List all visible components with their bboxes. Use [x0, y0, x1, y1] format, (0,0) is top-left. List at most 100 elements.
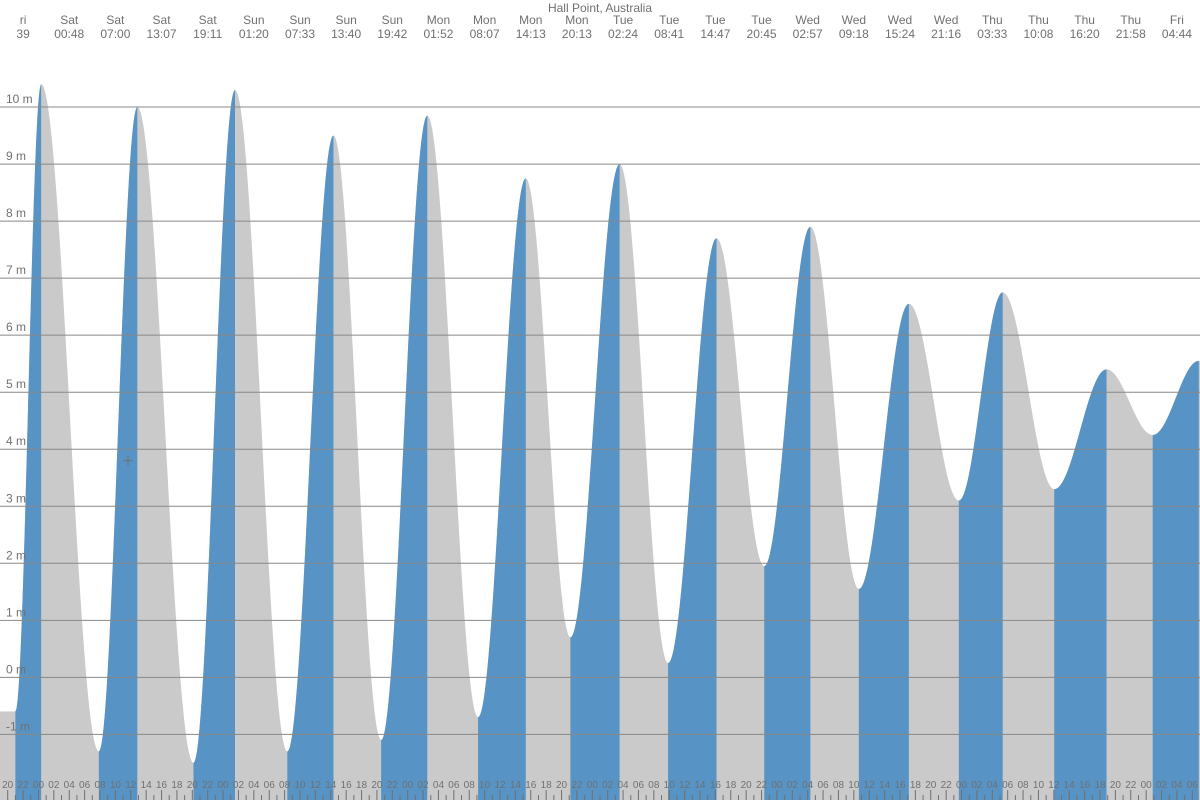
x-axis-hour: 20: [556, 780, 568, 791]
y-axis-label: 6 m: [6, 320, 26, 334]
chart-title: Hall Point, Australia: [548, 1, 652, 15]
top-label-day: Fri: [1170, 13, 1184, 27]
y-axis-label: 5 m: [6, 377, 26, 391]
x-axis-hour: 20: [741, 780, 753, 791]
y-axis-label: 10 m: [6, 92, 33, 106]
x-axis-hour: 06: [264, 780, 276, 791]
y-axis-label: 0 m: [6, 662, 26, 676]
x-axis-hour: 14: [694, 780, 706, 791]
x-axis-hour: 18: [356, 780, 368, 791]
x-axis-hour: 18: [171, 780, 183, 791]
x-axis-hour: 02: [787, 780, 799, 791]
top-label-time: 01:52: [423, 27, 453, 41]
top-label-time: 21:16: [931, 27, 961, 41]
x-axis-hour: 12: [1048, 780, 1060, 791]
x-axis-hour: 16: [894, 780, 906, 791]
x-axis-hour: 08: [648, 780, 660, 791]
top-label-day: Tue: [751, 13, 772, 27]
x-axis-hour: 00: [218, 780, 230, 791]
x-axis-hour: 22: [571, 780, 583, 791]
x-axis-hour: 20: [925, 780, 937, 791]
x-axis-hour: 12: [864, 780, 876, 791]
x-axis-hour: 00: [771, 780, 783, 791]
x-axis-hour: 12: [494, 780, 506, 791]
x-axis-hour: 06: [1002, 780, 1014, 791]
x-axis-hour: 02: [233, 780, 245, 791]
top-label-day: Thu: [1074, 13, 1095, 27]
x-axis-hour: 08: [1018, 780, 1030, 791]
x-axis-hour: 20: [2, 780, 14, 791]
top-label-day: Wed: [795, 13, 819, 27]
x-axis-hour: 06: [633, 780, 645, 791]
top-label-time: 13:40: [331, 27, 361, 41]
top-label-time: 13:07: [147, 27, 177, 41]
x-axis-hour: 06: [79, 780, 91, 791]
x-axis-hour: 12: [679, 780, 691, 791]
x-axis-hour: 06: [1187, 780, 1199, 791]
x-axis-hour: 10: [664, 780, 676, 791]
x-axis-hour: 16: [525, 780, 537, 791]
top-label-day: Mon: [519, 13, 542, 27]
top-label-time: 07:00: [100, 27, 130, 41]
top-label-time: 14:13: [516, 27, 546, 41]
x-axis-hour: 22: [202, 780, 214, 791]
x-axis-hour: 00: [587, 780, 599, 791]
top-label-day: Sat: [153, 13, 172, 27]
top-label-day: Sat: [199, 13, 218, 27]
top-label-time: 19:11: [193, 27, 222, 41]
y-axis-label: 3 m: [6, 491, 26, 505]
x-axis-hour: 06: [448, 780, 460, 791]
top-label-day: Thu: [982, 13, 1003, 27]
x-axis-hour: 22: [1125, 780, 1137, 791]
x-axis-hour: 02: [418, 780, 430, 791]
top-label-time: 03:33: [977, 27, 1007, 41]
x-axis-hour: 04: [433, 780, 445, 791]
x-axis-hour: 00: [956, 780, 968, 791]
x-axis-hour: 04: [64, 780, 76, 791]
x-axis-hour: 22: [941, 780, 953, 791]
x-axis-hour: 12: [125, 780, 137, 791]
top-label-time: 19:42: [377, 27, 407, 41]
top-label-day: Wed: [888, 13, 912, 27]
x-axis-hour: 10: [479, 780, 491, 791]
top-label-day: Tue: [705, 13, 726, 27]
x-axis-hour: 00: [33, 780, 45, 791]
x-axis-hour: 02: [1156, 780, 1168, 791]
y-axis-label: 1 m: [6, 605, 26, 619]
x-axis-hour: 18: [1094, 780, 1106, 791]
top-label-time: 20:13: [562, 27, 592, 41]
x-axis-hour: 10: [110, 780, 122, 791]
x-axis-hour: 22: [756, 780, 768, 791]
top-label-time: 14:47: [700, 27, 730, 41]
x-axis-hour: 06: [818, 780, 830, 791]
top-label-time: 16:20: [1070, 27, 1100, 41]
y-axis-label: -1 m: [6, 719, 30, 733]
x-axis-hour: 10: [294, 780, 306, 791]
top-label-time: 09:18: [839, 27, 869, 41]
top-label-day: Sun: [243, 13, 264, 27]
top-label-day: Mon: [565, 13, 588, 27]
top-label-time: 10:08: [1023, 27, 1053, 41]
tide-chart-svg: -1 m0 m1 m2 m3 m4 m5 m6 m7 m8 m9 m10 mHa…: [0, 0, 1200, 800]
x-axis-hour: 18: [541, 780, 553, 791]
x-axis-hour: 02: [602, 780, 614, 791]
top-label-time: 20:45: [747, 27, 777, 41]
top-label-time: 02:57: [793, 27, 823, 41]
top-label-day: Sun: [335, 13, 356, 27]
top-label-day: ri: [20, 13, 27, 27]
top-label-day: Mon: [473, 13, 496, 27]
top-label-day: Mon: [427, 13, 450, 27]
y-axis-label: 2 m: [6, 548, 26, 562]
top-label-day: Tue: [659, 13, 680, 27]
x-axis-hour: 22: [18, 780, 30, 791]
x-axis-hour: 18: [910, 780, 922, 791]
top-label-time: 01:20: [239, 27, 269, 41]
top-label-day: Sun: [289, 13, 310, 27]
x-axis-hour: 00: [402, 780, 414, 791]
top-label-time: 39: [16, 27, 30, 41]
top-label-day: Sun: [382, 13, 403, 27]
x-axis-hour: 14: [141, 780, 153, 791]
top-label-day: Wed: [934, 13, 958, 27]
x-axis-hour: 10: [1033, 780, 1045, 791]
top-label-time: 08:41: [654, 27, 684, 41]
